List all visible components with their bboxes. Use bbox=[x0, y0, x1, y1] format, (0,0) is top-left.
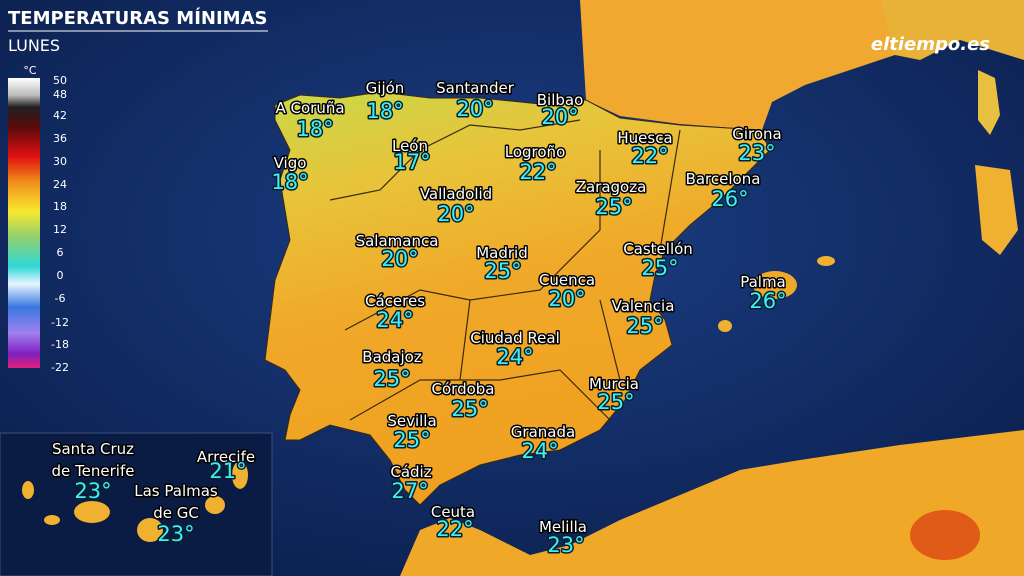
subtitle: LUNES bbox=[8, 36, 60, 55]
city-temp: 22° bbox=[631, 144, 668, 168]
legend-label: 50 bbox=[53, 74, 67, 87]
legend-label: -12 bbox=[51, 316, 69, 329]
city-temp: 25° bbox=[484, 259, 521, 283]
city-name: Bilbao bbox=[537, 91, 584, 109]
legend-label: 12 bbox=[53, 223, 67, 236]
city-temp: 23° bbox=[738, 141, 775, 165]
city-name: Cuenca bbox=[539, 271, 595, 289]
legend-label: -6 bbox=[55, 292, 66, 305]
city-name: Santander bbox=[436, 79, 515, 97]
corsica bbox=[978, 70, 1000, 135]
city-temp: 24° bbox=[496, 345, 533, 369]
city-temp: 22° bbox=[519, 160, 556, 184]
legend-label: 18 bbox=[53, 200, 67, 213]
city-temp: 25° bbox=[373, 367, 410, 391]
city-name: Ciudad Real bbox=[470, 329, 560, 347]
city-name: de Tenerife bbox=[52, 462, 135, 480]
sardinia bbox=[975, 165, 1018, 255]
city-temp: 23° bbox=[74, 479, 111, 503]
city-name: Santa Cruz bbox=[52, 440, 134, 458]
canarias-inset bbox=[0, 432, 273, 576]
city-name: Las Palmas bbox=[134, 482, 218, 500]
city-name: Badajoz bbox=[362, 348, 422, 366]
city-temp: 18° bbox=[296, 117, 333, 141]
city-temp: 26° bbox=[749, 289, 786, 313]
legend-label: 30 bbox=[53, 155, 67, 168]
city-temp: 20° bbox=[548, 287, 585, 311]
city-name: Madrid bbox=[476, 244, 528, 262]
africa bbox=[400, 430, 1024, 576]
ibiza bbox=[718, 320, 732, 332]
city-name: Palma bbox=[740, 273, 786, 291]
legend-label: 6 bbox=[57, 246, 64, 259]
city-name: Girona bbox=[732, 125, 782, 143]
city-temp: 20° bbox=[437, 202, 474, 226]
legend-label: 24 bbox=[53, 178, 67, 191]
mallorca bbox=[753, 271, 797, 299]
city-name: Córdoba bbox=[432, 380, 495, 398]
italy bbox=[880, 0, 1024, 60]
legend-label: 48 bbox=[53, 88, 67, 101]
city-temp: 20° bbox=[541, 105, 578, 129]
city-name: Granada bbox=[511, 423, 575, 441]
city-temp: 26° bbox=[711, 187, 748, 211]
city-temp: 20° bbox=[381, 247, 418, 271]
city-temp: 24° bbox=[376, 308, 413, 332]
city-name: Zaragoza bbox=[576, 178, 647, 196]
city-name: Castellón bbox=[623, 240, 693, 258]
city-temp: 25° bbox=[595, 195, 632, 219]
city-name: A Coruña bbox=[275, 99, 344, 117]
region-borders bbox=[329, 119, 681, 421]
city-name: Arrecife bbox=[197, 448, 255, 466]
legend-label: -18 bbox=[51, 338, 69, 351]
city-name: de GC bbox=[153, 504, 199, 522]
city-temp: 21° bbox=[209, 459, 246, 483]
iberia bbox=[264, 91, 771, 506]
city-temp: 25° bbox=[451, 397, 488, 421]
legend-label: 36 bbox=[53, 132, 67, 145]
city-name: Cáceres bbox=[365, 292, 425, 310]
city-temp: 27° bbox=[391, 479, 428, 503]
title: TEMPERATURAS MÍNIMAS bbox=[8, 7, 267, 29]
city-name: Gijón bbox=[366, 79, 405, 97]
legend-label: 0 bbox=[57, 269, 64, 282]
city-temp: 23° bbox=[547, 533, 584, 557]
city-temp: 22° bbox=[436, 517, 473, 541]
color-scale bbox=[8, 78, 40, 368]
city-name: Sevilla bbox=[387, 412, 436, 430]
city-temp: 18° bbox=[271, 170, 308, 194]
city-name: Valladolid bbox=[420, 185, 492, 203]
city-temp: 25° bbox=[626, 314, 663, 338]
city-temp: 25° bbox=[597, 390, 634, 414]
hot-spot bbox=[910, 510, 980, 560]
city-name: Cádiz bbox=[390, 463, 431, 481]
city-name: Barcelona bbox=[686, 170, 761, 188]
legend-label: -22 bbox=[51, 361, 69, 374]
city-name: León bbox=[392, 137, 428, 155]
city-temp: 25° bbox=[393, 428, 430, 452]
city-name: Vigo bbox=[274, 154, 307, 172]
city-name: Melilla bbox=[539, 518, 587, 536]
menorca bbox=[817, 256, 835, 266]
city-temp: 20° bbox=[456, 97, 493, 121]
city-temp: 25° bbox=[641, 256, 678, 280]
city-name: Logroño bbox=[505, 143, 566, 161]
city-name: Murcia bbox=[589, 375, 639, 393]
city-temp: 23° bbox=[157, 522, 194, 546]
city-temp: 17° bbox=[393, 150, 430, 174]
city-name: Ceuta bbox=[431, 503, 475, 521]
legend-label: 42 bbox=[53, 109, 67, 122]
city-temp: 18° bbox=[366, 99, 403, 123]
canary-islands bbox=[22, 461, 248, 542]
city-name: Salamanca bbox=[356, 232, 439, 250]
city-name: Valencia bbox=[612, 297, 675, 315]
france bbox=[580, 0, 900, 130]
logo: eltiempo.es bbox=[871, 34, 990, 55]
city-temp: 24° bbox=[521, 439, 558, 463]
legend-unit: °C bbox=[23, 64, 37, 77]
city-name: Huesca bbox=[617, 129, 672, 147]
